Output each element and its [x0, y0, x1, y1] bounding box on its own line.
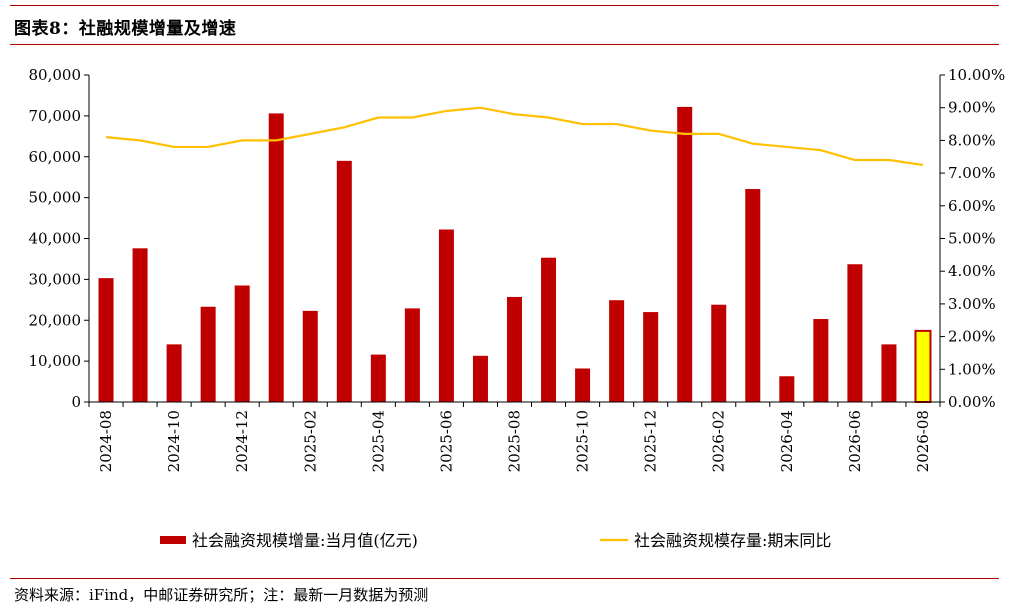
bar [507, 297, 522, 402]
x-tick-label: 2024-08 [97, 410, 115, 472]
bar [473, 356, 488, 402]
y-left-tick-label: 60,000 [29, 148, 82, 166]
y-left-tick-label: 80,000 [29, 66, 82, 84]
y-right-tick-label: 6.00% [948, 197, 996, 215]
y-left-tick-label: 0 [71, 393, 81, 411]
y-left-tick-label: 30,000 [29, 270, 82, 288]
bar [541, 258, 556, 402]
y-right-tick-label: 8.00% [948, 131, 996, 149]
y-right-tick-label: 5.00% [948, 230, 996, 248]
bar [133, 248, 148, 402]
y-left-tick-label: 10,000 [29, 352, 82, 370]
bar [847, 264, 862, 402]
x-tick-label: 2026-02 [710, 410, 728, 472]
bar [745, 189, 760, 402]
bar [235, 286, 250, 402]
y-right-tick-label: 4.00% [948, 262, 996, 280]
y-right-tick-label: 0.00% [948, 393, 996, 411]
bar [405, 308, 420, 402]
y-right-tick-label: 2.00% [948, 328, 996, 346]
y-right-tick-label: 10.00% [948, 66, 1005, 84]
bar [813, 319, 828, 402]
x-tick-label: 2026-06 [846, 410, 864, 472]
bar [167, 344, 182, 402]
x-tick-label: 2024-10 [165, 410, 183, 472]
line-path [106, 108, 923, 165]
y-right-tick-label: 1.00% [948, 360, 996, 378]
bar [575, 368, 590, 402]
bar [99, 278, 114, 402]
x-tick-label: 2025-02 [301, 410, 319, 472]
bar [779, 376, 794, 402]
bar [439, 230, 454, 402]
legend: 社会融资规模增量:当月值(亿元) 社会融资规模存量:期末同比 [160, 531, 831, 550]
x-tick-label: 2024-12 [233, 410, 251, 472]
bar [269, 113, 284, 402]
x-tick-label: 2025-12 [642, 410, 660, 472]
bar-series [99, 107, 931, 402]
y-left-tick-label: 70,000 [29, 107, 82, 125]
y-left-tick-label: 20,000 [29, 311, 82, 329]
legend-bar-label: 社会融资规模增量:当月值(亿元) [192, 531, 418, 550]
bar [881, 344, 896, 402]
footer-rule [10, 578, 999, 579]
bar [371, 355, 386, 402]
y-right-tick-label: 9.00% [948, 99, 996, 117]
bar [201, 307, 216, 402]
x-tick-label: 2026-08 [914, 410, 932, 472]
y-left-tick-label: 40,000 [29, 230, 82, 248]
x-tick-label: 2025-06 [437, 410, 455, 472]
combo-chart: 0 10,000 20,000 30,000 40,000 50,000 60,000 70,… [0, 0, 1009, 575]
x-tick-label: 2025-10 [574, 410, 592, 472]
bar-forecast [915, 331, 930, 402]
y-right-tick-label: 7.00% [948, 164, 996, 182]
legend-line-label: 社会融资规模存量:期末同比 [634, 531, 831, 550]
bar [303, 311, 318, 402]
bar [609, 300, 624, 402]
y-left-tick-label: 50,000 [29, 189, 82, 207]
y-right-tick-label: 3.00% [948, 295, 996, 313]
x-tick-label: 2025-04 [369, 410, 387, 472]
x-tick-label: 2025-08 [506, 410, 524, 472]
bar [677, 107, 692, 402]
line-series [106, 108, 923, 165]
source-note: 资料来源：iFind，中邮证券研究所；注：最新一月数据为预测 [14, 584, 428, 605]
bar [711, 305, 726, 402]
x-tick-label: 2026-04 [778, 410, 796, 472]
bar [337, 161, 352, 402]
legend-bar-swatch [160, 536, 186, 544]
bar [643, 312, 658, 402]
